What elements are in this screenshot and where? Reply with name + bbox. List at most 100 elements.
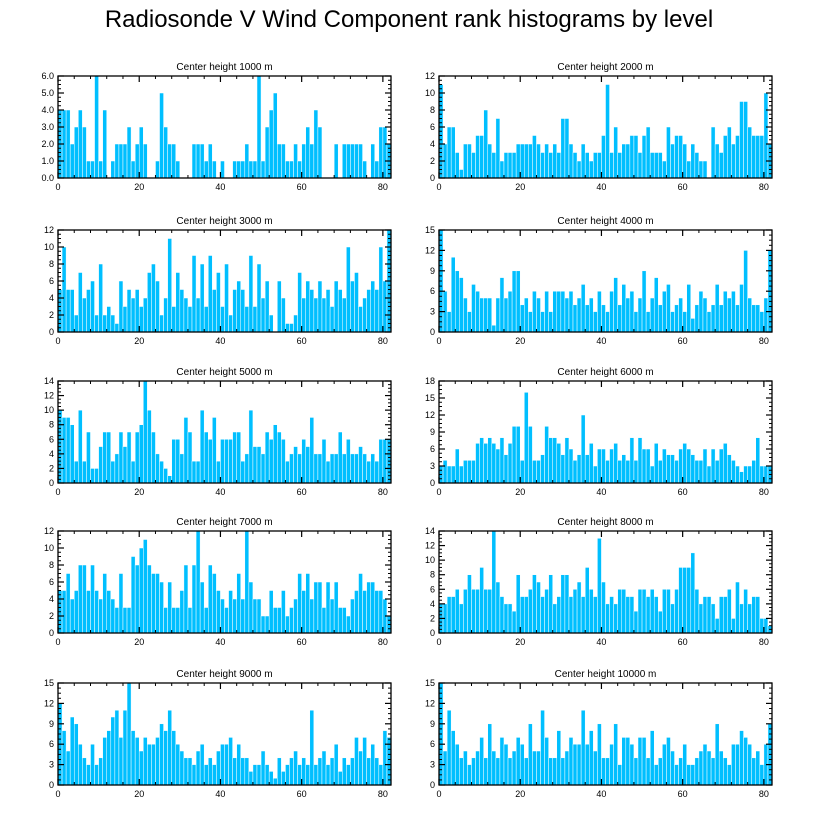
- panel-title: Center height 7000 m: [176, 517, 272, 528]
- histogram-bar: [690, 552, 696, 634]
- x-tick-label: 40: [596, 487, 606, 497]
- histogram-bar: [727, 126, 732, 179]
- histogram-bar: [268, 771, 274, 786]
- histogram-bar: [143, 539, 148, 634]
- histogram-bar: [678, 448, 683, 484]
- histogram-bar: [698, 603, 704, 634]
- histogram-bar: [450, 730, 456, 786]
- y-tick-label: 9: [49, 719, 54, 729]
- histogram-bar: [98, 757, 103, 786]
- histogram-bar: [519, 460, 525, 484]
- histogram-bar: [519, 143, 525, 179]
- histogram-bar: [605, 757, 610, 786]
- histogram-bar: [138, 424, 144, 484]
- y-tick-label: 12: [425, 71, 435, 81]
- histogram-bar: [203, 160, 209, 179]
- histogram-bar: [507, 152, 513, 179]
- histogram-bar: [256, 446, 262, 484]
- histogram-bar: [114, 607, 120, 634]
- histogram-bar: [155, 573, 160, 634]
- histogram-bar: [289, 757, 294, 786]
- histogram-bar: [183, 757, 189, 786]
- histogram-bar: [662, 160, 667, 179]
- histogram-bar: [73, 590, 79, 634]
- histogram-bar: [552, 290, 558, 333]
- histogram-bar: [106, 730, 112, 786]
- histogram-bar: [584, 304, 590, 333]
- histogram-bar: [329, 306, 335, 333]
- histogram-bar: [463, 297, 468, 333]
- histogram-bar: [232, 598, 237, 634]
- histogram-bar: [138, 547, 144, 634]
- histogram-bar: [718, 750, 724, 786]
- histogram-bar: [556, 443, 562, 484]
- histogram-bar: [666, 454, 671, 484]
- histogram-bar: [625, 143, 631, 179]
- histogram-bar: [759, 311, 765, 333]
- histogram-bar: [199, 143, 205, 179]
- y-tick-label: 0: [430, 327, 435, 337]
- histogram-bar: [532, 460, 537, 484]
- histogram-bar: [183, 297, 189, 333]
- histogram-bar: [503, 743, 509, 786]
- histogram-bar: [471, 757, 476, 786]
- histogram-bar: [102, 109, 107, 179]
- histogram-panel-9: Center height 9000 m 0 20 40 60 80 0 3 6 9 12 15: [44, 669, 392, 799]
- histogram-bar: [130, 297, 136, 333]
- y-tick-label: 6: [430, 286, 435, 296]
- y-tick-label: 6.0: [41, 71, 54, 81]
- histogram-bar: [605, 460, 610, 484]
- histogram-bar: [309, 598, 315, 634]
- y-tick-label: 10: [44, 242, 54, 252]
- histogram-bar: [301, 439, 306, 484]
- histogram-bar: [702, 596, 708, 634]
- y-tick-label: 9: [430, 427, 435, 437]
- histogram-bar: [735, 135, 740, 179]
- histogram-bar: [325, 764, 331, 786]
- histogram-bar: [143, 297, 148, 333]
- histogram-bar: [232, 431, 237, 484]
- histogram-bar: [507, 443, 513, 484]
- histogram-bar: [106, 431, 112, 484]
- histogram-bar: [519, 596, 525, 634]
- histogram-bar: [285, 323, 290, 333]
- panel-title: Center height 3000 m: [176, 216, 272, 227]
- histogram-bar: [459, 169, 464, 179]
- histogram-bar: [633, 460, 639, 484]
- histogram-bar: [564, 437, 570, 484]
- histogram-bar: [122, 709, 128, 786]
- histogram-bar: [475, 443, 480, 484]
- histogram-bar: [167, 709, 172, 786]
- histogram-bar: [134, 737, 140, 786]
- histogram-bar: [130, 730, 136, 786]
- histogram-bar: [662, 290, 667, 333]
- histogram-bar: [130, 556, 136, 634]
- histogram-bar: [544, 426, 549, 484]
- histogram-bar: [609, 743, 614, 786]
- histogram-bar: [208, 255, 213, 333]
- histogram-bar: [678, 135, 683, 179]
- x-tick-label: 60: [678, 182, 688, 192]
- histogram-bar: [354, 272, 359, 333]
- y-tick-label: 3.0: [41, 122, 54, 132]
- histogram-bar: [658, 610, 663, 634]
- histogram-bar: [678, 297, 683, 333]
- y-tick-label: 8: [430, 105, 435, 115]
- histogram-bar: [763, 618, 769, 634]
- y-tick-label: 10: [425, 88, 435, 98]
- y-tick-label: 12: [425, 541, 435, 551]
- histogram-bar: [329, 757, 335, 786]
- histogram-bar: [532, 574, 537, 634]
- y-tick-label: 9: [430, 266, 435, 276]
- histogram-bar: [576, 297, 582, 333]
- histogram-bar: [686, 284, 692, 333]
- y-tick-label: 3: [430, 461, 435, 471]
- histogram-bar: [147, 564, 152, 634]
- histogram-bar: [637, 152, 643, 179]
- histogram-bar: [281, 771, 286, 786]
- y-tick-label: 2: [49, 310, 54, 320]
- histogram-bar: [524, 596, 529, 634]
- histogram-bar: [333, 453, 339, 484]
- histogram-bar: [601, 757, 606, 786]
- histogram-bar: [159, 581, 164, 634]
